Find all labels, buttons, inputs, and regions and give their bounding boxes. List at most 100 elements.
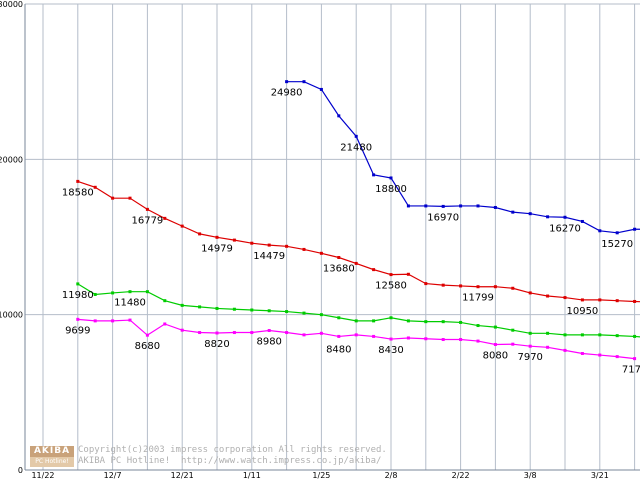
data-point-magenta — [250, 331, 254, 335]
data-point-blue — [563, 215, 567, 219]
data-point-red — [476, 285, 480, 289]
data-point-green — [285, 310, 289, 314]
data-point-magenta — [459, 338, 463, 342]
data-point-magenta — [528, 344, 532, 348]
data-point-red — [319, 251, 323, 255]
data-point-blue — [546, 215, 550, 219]
data-point-green — [180, 303, 184, 307]
data-point-magenta — [476, 339, 480, 343]
data-label-magenta: 7170 — [622, 365, 640, 376]
logo-bottom-text: PC Hotline! — [30, 457, 74, 467]
data-point-magenta — [180, 328, 184, 332]
data-point-blue — [476, 204, 480, 208]
data-point-red — [250, 241, 254, 245]
data-label-red: 12580 — [375, 281, 407, 292]
data-label-magenta: 8980 — [256, 337, 281, 348]
data-point-green — [598, 333, 602, 337]
data-label-magenta: 8820 — [204, 339, 229, 350]
data-point-green — [93, 292, 97, 296]
data-label-magenta: 7970 — [517, 352, 542, 363]
data-point-green — [493, 325, 497, 329]
data-point-green — [580, 333, 584, 337]
data-point-green — [111, 291, 115, 295]
data-point-blue — [372, 173, 376, 177]
x-tick-label: 1/25 — [312, 471, 330, 480]
data-point-green — [406, 319, 410, 323]
data-point-red — [267, 243, 271, 247]
data-point-blue — [337, 114, 341, 118]
data-point-magenta — [546, 345, 550, 349]
data-point-magenta — [441, 338, 445, 342]
data-label-magenta: 8480 — [326, 344, 351, 355]
data-label-blue: 18800 — [375, 184, 407, 195]
data-point-magenta — [163, 322, 167, 326]
data-point-red — [615, 299, 619, 303]
data-point-red — [232, 238, 236, 242]
data-point-green — [459, 320, 463, 324]
data-label-magenta: 8430 — [378, 345, 403, 356]
data-point-blue — [406, 204, 410, 208]
data-point-green — [250, 308, 254, 312]
data-point-red — [598, 298, 602, 302]
data-point-magenta — [128, 318, 132, 322]
data-label-red: 10950 — [566, 306, 598, 317]
data-point-blue — [302, 80, 306, 84]
data-point-magenta — [302, 333, 306, 337]
data-point-magenta — [198, 331, 202, 335]
data-point-blue — [598, 229, 602, 233]
data-point-magenta — [406, 336, 410, 340]
data-point-magenta — [389, 337, 393, 341]
data-point-red — [198, 232, 202, 236]
data-point-green — [476, 324, 480, 328]
data-point-magenta — [145, 333, 149, 337]
data-point-green — [633, 334, 637, 338]
data-point-green — [302, 311, 306, 315]
data-point-blue — [459, 204, 463, 208]
data-point-green — [511, 328, 515, 332]
x-tick-label: 3/21 — [591, 471, 609, 480]
data-point-red — [215, 235, 219, 239]
data-point-green — [354, 319, 358, 323]
data-point-red — [511, 286, 515, 290]
data-point-blue — [511, 210, 515, 214]
data-point-magenta — [633, 357, 637, 361]
data-point-magenta — [580, 352, 584, 355]
data-point-blue — [441, 204, 445, 208]
data-point-blue — [633, 227, 637, 231]
chart-series — [76, 80, 640, 361]
data-point-magenta — [232, 331, 236, 335]
data-point-red — [493, 285, 497, 289]
data-label-red: 14479 — [253, 251, 285, 262]
data-label-blue: 15270 — [601, 239, 633, 250]
data-point-red — [145, 207, 149, 211]
data-point-green — [441, 320, 445, 324]
data-point-magenta — [111, 319, 115, 323]
data-point-green — [267, 309, 271, 313]
data-point-green — [319, 313, 323, 317]
data-point-red — [389, 273, 393, 277]
data-point-red — [372, 268, 376, 272]
data-point-magenta — [285, 331, 289, 335]
data-point-blue — [354, 134, 358, 138]
data-point-magenta — [493, 342, 497, 346]
copyright-line-1: Copyright(c)2003 impress corporation All… — [78, 445, 387, 455]
data-point-blue — [615, 231, 619, 235]
data-point-red — [459, 284, 463, 288]
x-tick-label: 1/11 — [243, 471, 261, 480]
data-point-red — [76, 179, 80, 183]
data-point-green — [232, 307, 236, 311]
data-point-red — [128, 196, 132, 200]
series-line-green — [77, 283, 640, 338]
data-point-green — [615, 334, 619, 338]
data-point-red — [354, 261, 358, 265]
data-point-red — [337, 256, 341, 260]
data-point-red — [563, 296, 567, 300]
x-tick-label: 11/22 — [31, 471, 54, 480]
data-point-green — [546, 331, 550, 335]
data-point-green — [372, 319, 376, 323]
data-point-red — [441, 283, 445, 287]
data-point-magenta — [215, 331, 219, 335]
data-point-red — [546, 294, 550, 298]
data-point-red — [285, 244, 289, 248]
